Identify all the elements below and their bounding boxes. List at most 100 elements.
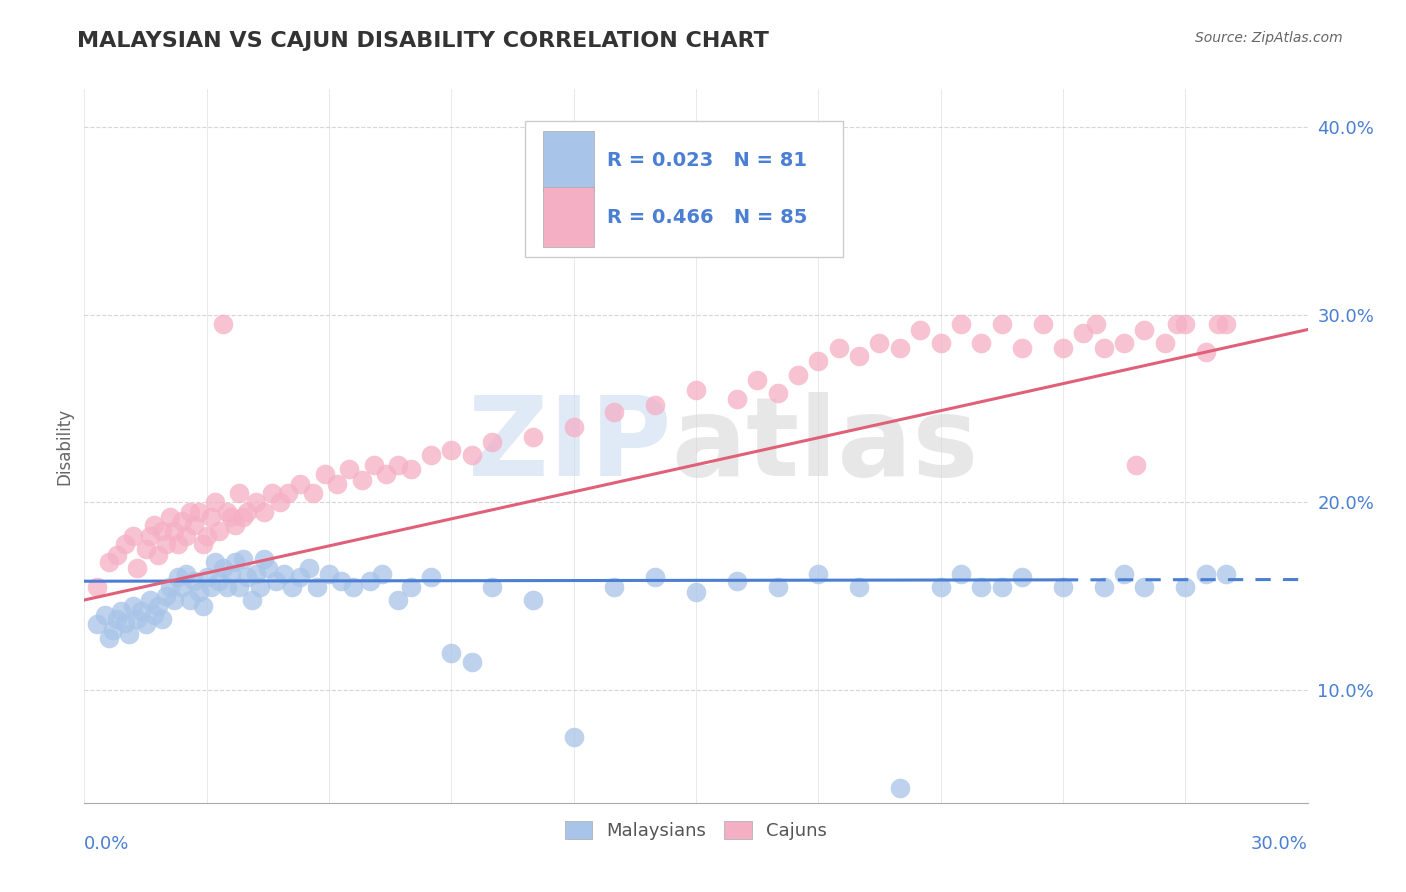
Point	[359, 574, 381, 589]
Point	[150, 524, 173, 538]
Point	[228, 486, 250, 500]
Point	[93, 607, 115, 622]
Point	[195, 570, 218, 584]
Point	[159, 510, 181, 524]
Point	[603, 405, 626, 419]
Point	[217, 580, 239, 594]
Point	[1125, 458, 1147, 472]
Point	[236, 570, 259, 584]
Point	[807, 566, 830, 581]
Point	[174, 566, 197, 581]
Point	[1195, 566, 1218, 581]
Point	[281, 580, 304, 594]
Point	[387, 593, 409, 607]
Point	[105, 548, 128, 562]
Point	[131, 604, 153, 618]
Point	[725, 574, 748, 589]
Point	[1215, 317, 1237, 331]
Point	[97, 556, 120, 570]
Point	[766, 580, 789, 594]
Point	[1032, 317, 1054, 331]
Point	[1073, 326, 1095, 341]
Point	[200, 580, 222, 594]
Point	[163, 593, 186, 607]
Point	[318, 566, 340, 581]
Point	[298, 561, 321, 575]
Point	[122, 599, 145, 613]
Point	[138, 529, 160, 543]
Point	[264, 574, 287, 589]
Point	[461, 655, 484, 669]
Point	[461, 449, 484, 463]
Point	[105, 612, 128, 626]
Point	[1174, 580, 1197, 594]
Point	[970, 580, 993, 594]
Point	[363, 458, 385, 472]
Point	[172, 514, 194, 528]
Point	[208, 524, 231, 538]
Point	[163, 524, 186, 538]
Point	[245, 566, 267, 581]
Point	[219, 566, 242, 581]
Point	[142, 517, 165, 532]
Point	[167, 570, 190, 584]
Point	[950, 566, 973, 581]
Point	[375, 467, 398, 482]
Point	[179, 505, 201, 519]
Point	[828, 342, 851, 356]
Point	[204, 495, 226, 509]
Point	[787, 368, 810, 382]
Point	[232, 510, 254, 524]
Point	[1154, 335, 1177, 350]
Point	[440, 442, 463, 457]
FancyBboxPatch shape	[543, 131, 595, 191]
Point	[217, 505, 239, 519]
Point	[219, 510, 242, 524]
Text: atlas: atlas	[672, 392, 979, 500]
Point	[187, 585, 209, 599]
Point	[179, 593, 201, 607]
Point	[150, 612, 173, 626]
Point	[929, 580, 952, 594]
Point	[1215, 566, 1237, 581]
Point	[1166, 317, 1188, 331]
Point	[135, 542, 157, 557]
Point	[86, 580, 108, 594]
Legend: Malaysians, Cajuns: Malaysians, Cajuns	[558, 814, 834, 847]
Point	[481, 435, 503, 450]
Point	[114, 536, 136, 550]
Point	[301, 486, 323, 500]
Text: MALAYSIAN VS CAJUN DISABILITY CORRELATION CHART: MALAYSIAN VS CAJUN DISABILITY CORRELATIO…	[77, 31, 769, 51]
Point	[685, 585, 707, 599]
Point	[236, 505, 259, 519]
Point	[747, 373, 769, 387]
Point	[97, 631, 120, 645]
Point	[807, 354, 830, 368]
Point	[172, 580, 194, 594]
Point	[1114, 566, 1136, 581]
Point	[603, 580, 626, 594]
Point	[929, 335, 952, 350]
Point	[685, 383, 707, 397]
Point	[1011, 342, 1033, 356]
Point	[200, 510, 222, 524]
Point	[991, 317, 1014, 331]
Point	[420, 570, 443, 584]
Point	[342, 580, 364, 594]
Point	[273, 566, 295, 581]
Point	[138, 593, 160, 607]
Point	[155, 536, 177, 550]
Point	[1052, 580, 1074, 594]
Point	[725, 392, 748, 406]
Point	[127, 561, 149, 575]
Y-axis label: Disability: Disability	[55, 408, 73, 484]
Point	[889, 780, 911, 795]
Text: 30.0%: 30.0%	[1251, 835, 1308, 853]
Point	[114, 615, 136, 630]
FancyBboxPatch shape	[524, 121, 842, 257]
Point	[110, 604, 132, 618]
Point	[1092, 580, 1115, 594]
Point	[228, 580, 250, 594]
Point	[224, 517, 246, 532]
Point	[277, 486, 299, 500]
